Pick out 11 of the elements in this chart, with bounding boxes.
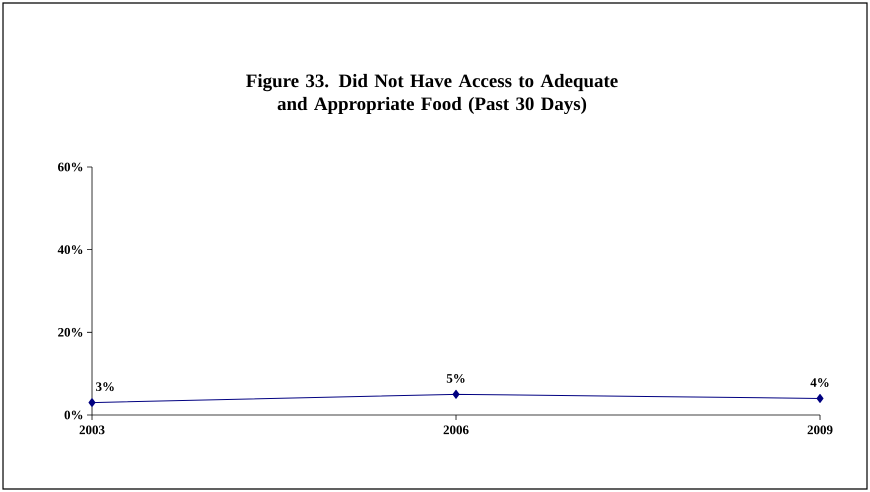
y-tick-label: 60% [58, 162, 82, 172]
x-tick-label: 2003 [80, 426, 105, 434]
x-tick-label: 2009 [808, 426, 832, 434]
chart-title: Figure 33. Did Not Have Access to Adequate and Appropriate Food (Past 30 Days) [246, 74, 618, 114]
data-label: 5% [446, 374, 465, 383]
data-label: 4% [810, 378, 829, 387]
x-tick-label: 2006 [444, 426, 469, 434]
data-label: 3% [96, 382, 114, 392]
y-tick-label: 20% [58, 328, 82, 337]
y-tick-label: 0% [64, 410, 82, 420]
y-tick-label: 40% [58, 245, 82, 254]
